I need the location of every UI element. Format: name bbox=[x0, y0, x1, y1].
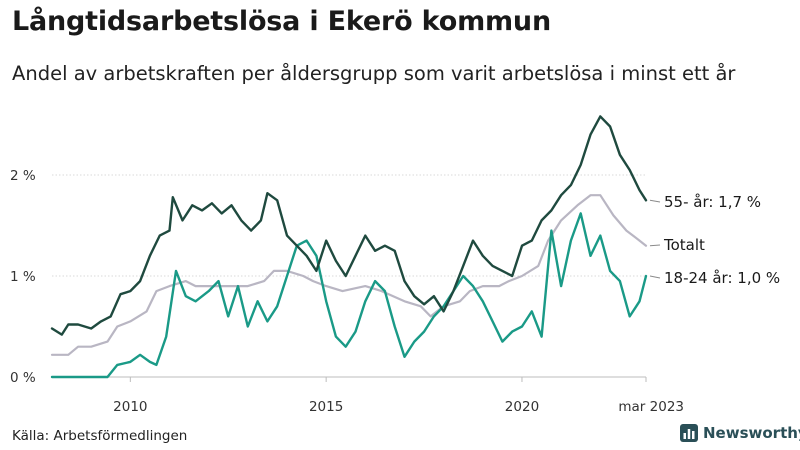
y-tick-label-0: 0 % bbox=[10, 370, 36, 386]
x-tick-label-1: 2015 bbox=[309, 399, 343, 415]
brand-logo[interactable]: Newsworthy bbox=[680, 424, 800, 442]
series-line-55-r bbox=[50, 115, 648, 336]
y-tick-label-2: 2 % bbox=[10, 168, 36, 184]
end-label-connector-0 bbox=[649, 199, 661, 203]
x-tick-label-2: 2020 bbox=[505, 399, 539, 415]
source-note: Källa: Arbetsförmedlingen bbox=[12, 428, 188, 444]
end-label-0: 55- år: 1,7 % bbox=[664, 193, 761, 211]
series-line-totalt bbox=[50, 194, 648, 356]
chart-series bbox=[50, 115, 648, 379]
chart-end-labels: 55- år: 1,7 % Totalt 18-24 år: 1,0 % bbox=[649, 193, 780, 287]
page-title: Långtidsarbetslösa i Ekerö kommun bbox=[12, 6, 551, 37]
page-subtitle: Andel av arbetskraften per åldersgrupp s… bbox=[12, 62, 736, 85]
series-line-18-24-r bbox=[50, 212, 648, 379]
y-tick-label-1: 1 % bbox=[10, 269, 36, 285]
end-label-connector-1 bbox=[649, 244, 661, 247]
end-label-connector-2 bbox=[649, 275, 661, 279]
x-tick-label-3: mar 2023 bbox=[618, 399, 684, 415]
brand-name: Newsworthy bbox=[703, 424, 800, 442]
x-tick-label-0: 2010 bbox=[113, 399, 147, 415]
end-label-2: 18-24 år: 1,0 % bbox=[664, 269, 780, 287]
chart-axis: 0 % 1 % 2 % 2010 2015 2020 mar 2023 bbox=[10, 168, 684, 415]
bar-chart-icon bbox=[680, 424, 698, 442]
end-label-1: Totalt bbox=[663, 236, 705, 254]
